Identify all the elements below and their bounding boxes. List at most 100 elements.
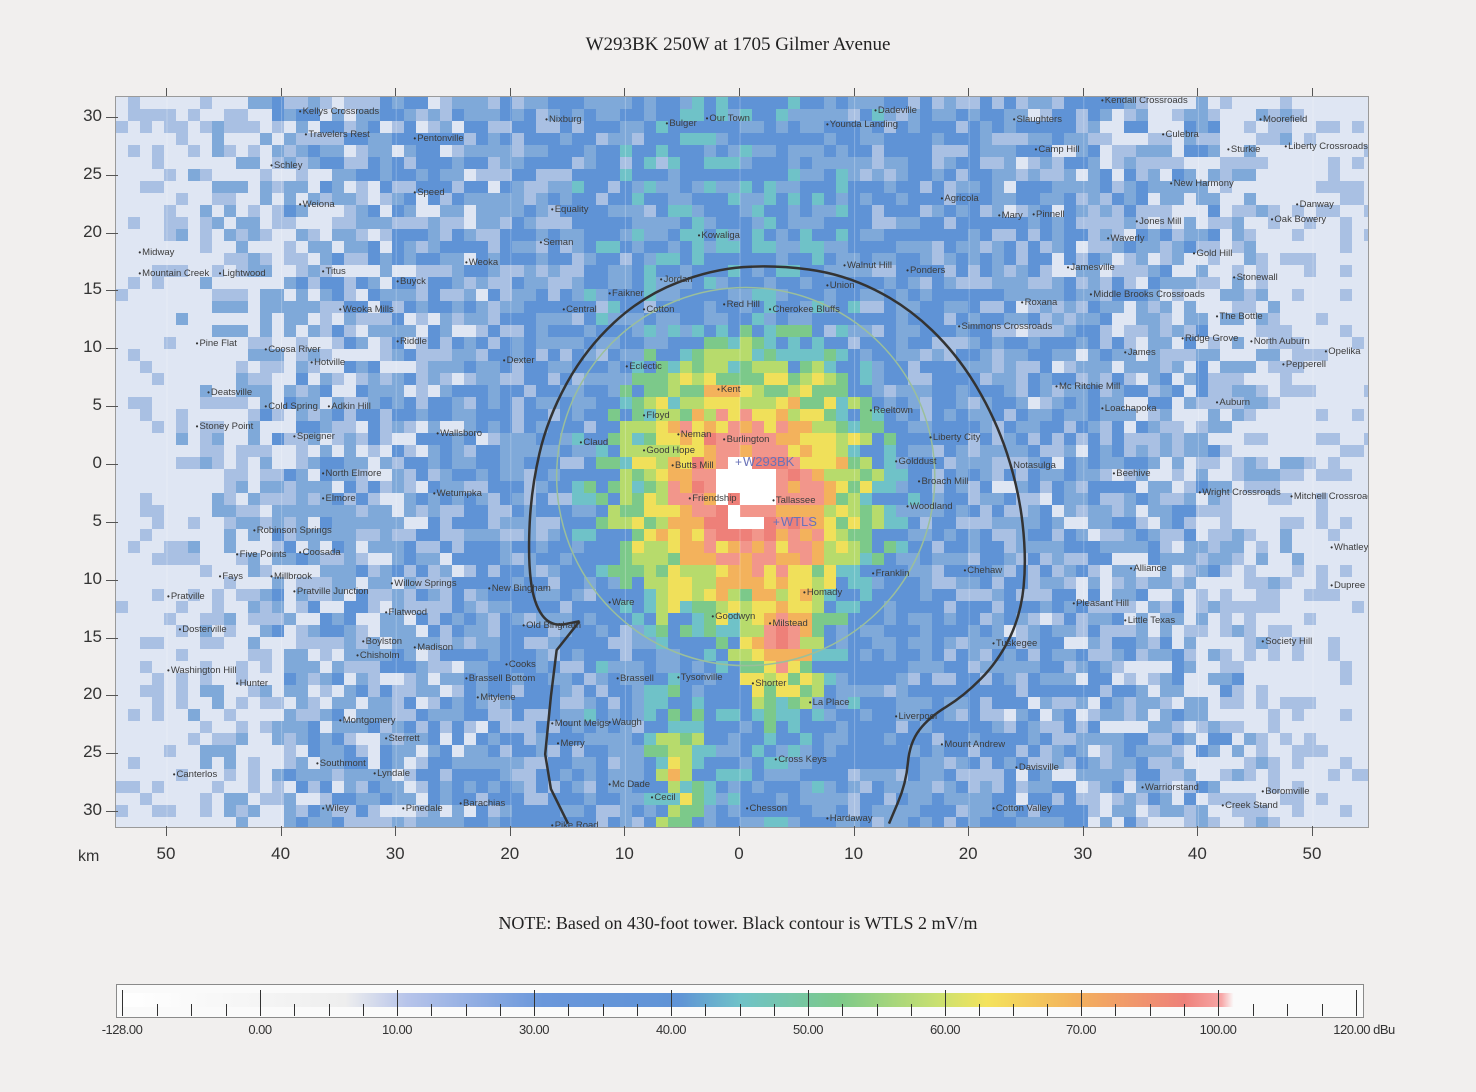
- place-label: Davisville: [1015, 763, 1059, 773]
- top-tick-mark: [1082, 88, 1084, 96]
- y-tick-mark: [106, 579, 118, 581]
- place-label: New Harmony: [1170, 178, 1234, 189]
- place-label: Flatwood: [385, 608, 428, 618]
- legend-minor-tick: [156, 1004, 158, 1016]
- place-label: Nixburg: [545, 115, 582, 125]
- legend-minor-tick: [876, 1004, 878, 1016]
- map-note: NOTE: Based on 430-foot tower. Black con…: [498, 913, 978, 933]
- place-label: New Bingham: [488, 583, 551, 594]
- legend-label: 50.00: [792, 1022, 824, 1037]
- legend-minor-tick: [636, 1004, 638, 1016]
- coverage-map[interactable]: Kellys Crossroads Travelers Rest Pentonvil…: [115, 96, 1369, 828]
- place-label: Kowaliga: [698, 230, 740, 241]
- x-tick-mark: [1312, 826, 1313, 836]
- x-tick-mark: [739, 826, 740, 836]
- top-tick-mark: [1197, 88, 1199, 96]
- x-tick-label: 50: [1302, 844, 1322, 863]
- top-tick-mark: [280, 88, 282, 96]
- place-label: Robinson Springs: [253, 525, 332, 536]
- place-label: Ridge Grove: [1181, 333, 1238, 344]
- x-tick-label: 50: [156, 844, 176, 863]
- place-label: Liberty Crossroads: [1284, 141, 1368, 152]
- place-label: Dupree: [1330, 581, 1365, 591]
- place-label: Titus: [322, 266, 346, 277]
- place-label: Culebra: [1162, 130, 1199, 140]
- place-label: Chesson: [746, 803, 788, 814]
- y-tick-label: 20: [83, 221, 102, 241]
- place-label: Chisholm: [356, 650, 400, 661]
- place-label: Pinnell: [1032, 210, 1065, 220]
- place-label: Weoka Mills: [339, 304, 394, 315]
- place-label: Kendall Crossroads: [1101, 97, 1188, 106]
- place-label: Wiley: [322, 803, 349, 814]
- place-label: Ponders: [906, 265, 945, 276]
- y-tick-label: 20: [83, 684, 102, 704]
- place-label: Speed: [413, 188, 444, 198]
- place-label: Jordan: [660, 274, 693, 285]
- legend-minor-tick: [979, 1004, 980, 1016]
- place-label: Younda Landing: [826, 119, 898, 130]
- place-label: Dosterville: [178, 625, 226, 635]
- place-label: Auburn: [1216, 397, 1250, 408]
- x-tick-label: 30: [385, 844, 405, 863]
- legend-minor-tick: [225, 1004, 227, 1016]
- place-label: Montgomery: [339, 715, 396, 726]
- place-label: Middle Brooks Crossroads: [1090, 289, 1204, 300]
- x-tick-mark: [1197, 826, 1199, 836]
- legend-minor-tick: [328, 1004, 330, 1016]
- legend-color-bar: [123, 993, 1357, 1007]
- place-label: Neman: [677, 429, 712, 440]
- place-label: Shorter: [751, 678, 786, 689]
- legend-minor-tick: [499, 1004, 501, 1016]
- place-label: Brassell: [616, 674, 654, 684]
- y-tick-mark: [106, 811, 118, 813]
- legend-minor-tick: [602, 1004, 604, 1016]
- legend-tick: [534, 990, 535, 1016]
- place-label: Riddle: [396, 337, 427, 347]
- legend-label: -128.00: [101, 1022, 143, 1037]
- place-label: Moorefield: [1259, 115, 1307, 125]
- place-label: Wright Crossroads: [1198, 487, 1281, 498]
- place-label: Homady: [803, 588, 842, 598]
- place-label: Central: [562, 304, 597, 315]
- legend-minor-tick: [773, 1004, 775, 1016]
- place-label: Alliance: [1130, 564, 1166, 574]
- y-tick-mark: [106, 174, 118, 176]
- top-tick-mark: [853, 88, 855, 96]
- legend-label: 100.00: [1199, 1022, 1237, 1037]
- top-tick-mark: [624, 88, 626, 96]
- place-label: North Auburn: [1250, 337, 1310, 347]
- place-label: Slaughters: [1013, 115, 1062, 125]
- place-label: Coosa River: [264, 345, 320, 355]
- legend-tick: [945, 990, 946, 1016]
- legend-minor-tick: [362, 1004, 364, 1016]
- legend-minor-tick: [842, 1004, 844, 1016]
- place-label: Boylston: [362, 637, 402, 647]
- place-label: Oak Bowery: [1271, 214, 1326, 225]
- x-tick-label: 10: [844, 844, 864, 863]
- legend-minor-tick: [431, 1004, 433, 1016]
- place-label: Sterrett: [385, 734, 420, 744]
- place-label: Equality: [551, 205, 589, 215]
- x-tick-label: 30: [1073, 844, 1093, 863]
- legend-tick: [1356, 990, 1357, 1016]
- station-label: W293BK: [743, 453, 795, 469]
- place-label: Canterlos: [173, 770, 218, 780]
- place-label: Simmons Crossroads: [958, 322, 1053, 332]
- place-label: Tuskegee: [992, 639, 1037, 649]
- station-marker: +W293BK: [735, 454, 794, 469]
- place-label: Speigner: [293, 432, 335, 442]
- place-label: Deatsville: [207, 388, 252, 398]
- place-label: Travelers Rest: [305, 130, 369, 140]
- legend-tick: [397, 990, 398, 1016]
- place-label: Barachias: [459, 799, 505, 809]
- place-label: Agricola: [941, 193, 978, 204]
- place-label: Mary: [998, 211, 1023, 221]
- place-label: Little Texas: [1124, 616, 1175, 626]
- place-label: Pleasant Hill: [1072, 598, 1129, 609]
- place-label: Gold Hill: [1193, 249, 1232, 259]
- place-label: Elmore: [322, 493, 356, 504]
- place-label: Mount Meigs: [551, 719, 609, 729]
- place-label: Cherokee Bluffs: [769, 304, 839, 315]
- place-label: Pine Flat: [196, 338, 237, 349]
